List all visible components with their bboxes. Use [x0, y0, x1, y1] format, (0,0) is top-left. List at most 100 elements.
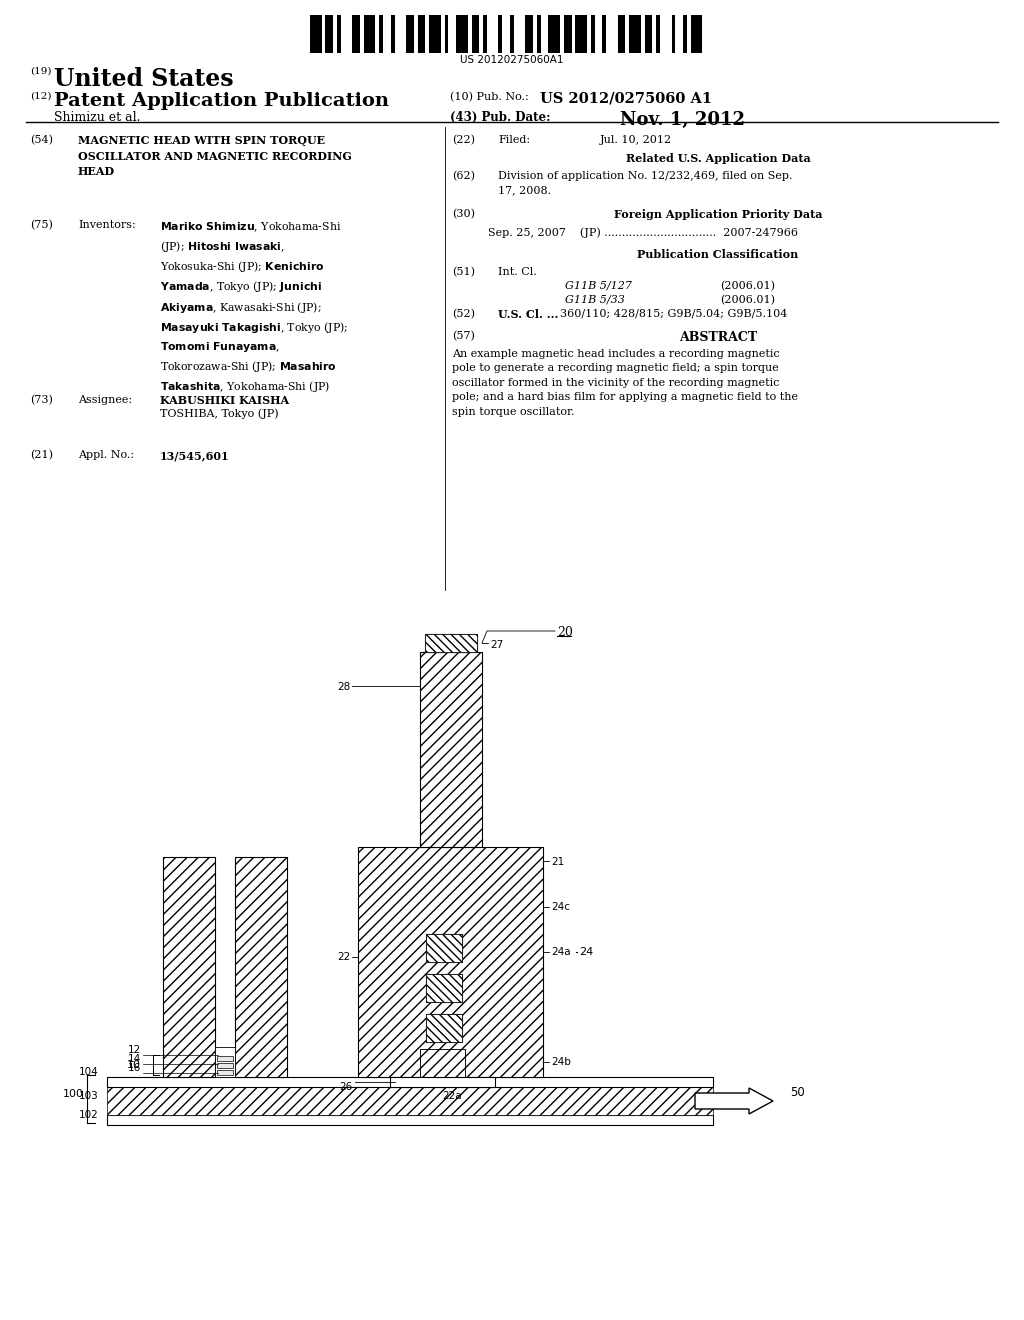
Bar: [310, 15, 322, 53]
Bar: [645, 15, 652, 53]
Bar: [425, 634, 477, 652]
Text: Shimizu et al.: Shimizu et al.: [54, 111, 140, 124]
Bar: [429, 15, 440, 53]
Text: (73): (73): [30, 395, 53, 405]
Bar: [217, 1063, 233, 1068]
Bar: [234, 857, 287, 1077]
Bar: [420, 652, 482, 847]
Text: 24b: 24b: [551, 1057, 570, 1067]
Text: 103: 103: [79, 1092, 99, 1101]
Bar: [525, 15, 534, 53]
Bar: [629, 15, 641, 53]
Text: 360/110; 428/815; G9B/5.04; G9B/5.104: 360/110; 428/815; G9B/5.04; G9B/5.104: [560, 309, 787, 319]
Text: (2006.01): (2006.01): [720, 281, 775, 292]
Text: 26: 26: [340, 1082, 353, 1092]
Text: 22: 22: [337, 952, 350, 962]
Text: G11B 5/33: G11B 5/33: [565, 294, 625, 305]
Text: KABUSHIKI KAISHA: KABUSHIKI KAISHA: [160, 395, 289, 407]
Bar: [217, 1056, 233, 1061]
Text: 24c: 24c: [551, 902, 570, 912]
Bar: [691, 15, 702, 53]
Bar: [456, 15, 468, 53]
Bar: [471, 15, 479, 53]
Text: 50: 50: [790, 1086, 805, 1100]
Bar: [358, 847, 543, 1077]
Text: 27: 27: [490, 640, 503, 649]
Text: (43) Pub. Date:: (43) Pub. Date:: [450, 111, 551, 124]
Bar: [391, 15, 394, 53]
Text: (2006.01): (2006.01): [720, 294, 775, 305]
Text: Publication Classification: Publication Classification: [637, 249, 799, 260]
Text: (54): (54): [30, 135, 53, 145]
Text: Inventors:: Inventors:: [78, 220, 136, 230]
Text: Sep. 25, 2007    (JP) ................................  2007-247966: Sep. 25, 2007 (JP) .....................…: [488, 227, 798, 238]
Bar: [426, 1014, 462, 1041]
Text: Filed:: Filed:: [498, 135, 530, 145]
Bar: [420, 1049, 465, 1077]
Text: (21): (21): [30, 450, 53, 461]
Text: 24a: 24a: [551, 946, 570, 957]
Text: 100: 100: [63, 1089, 84, 1100]
Text: US 2012/0275060 A1: US 2012/0275060 A1: [540, 92, 712, 106]
Text: 21: 21: [551, 857, 564, 867]
Text: 13/545,601: 13/545,601: [160, 450, 229, 461]
Bar: [444, 15, 449, 53]
Bar: [483, 15, 487, 53]
Text: Appl. No.:: Appl. No.:: [78, 450, 134, 459]
Bar: [575, 15, 587, 53]
Text: 22a: 22a: [442, 1092, 462, 1101]
Text: (51): (51): [452, 267, 475, 277]
Text: (57): (57): [452, 331, 475, 342]
Bar: [326, 15, 333, 53]
Bar: [352, 15, 360, 53]
Bar: [390, 1077, 495, 1086]
Bar: [426, 974, 462, 1002]
Bar: [106, 1077, 713, 1086]
Text: Nov. 1, 2012: Nov. 1, 2012: [620, 111, 745, 129]
Bar: [564, 15, 571, 53]
Text: MAGNETIC HEAD WITH SPIN TORQUE
OSCILLATOR AND MAGNETIC RECORDING
HEAD: MAGNETIC HEAD WITH SPIN TORQUE OSCILLATO…: [78, 135, 352, 177]
Text: (52): (52): [452, 309, 475, 319]
Text: (62): (62): [452, 172, 475, 181]
Text: Assignee:: Assignee:: [78, 395, 132, 405]
Bar: [379, 15, 383, 53]
Text: Int. Cl.: Int. Cl.: [498, 267, 537, 277]
Text: 104: 104: [79, 1067, 99, 1077]
Text: (12): (12): [30, 92, 51, 102]
FancyArrow shape: [695, 1088, 773, 1114]
Text: 28: 28: [337, 682, 350, 692]
Text: 24: 24: [579, 946, 593, 957]
Text: 20: 20: [557, 626, 572, 639]
Bar: [426, 974, 462, 1002]
Text: (22): (22): [452, 135, 475, 145]
Text: Foreign Application Priority Data: Foreign Application Priority Data: [613, 209, 822, 220]
Text: U.S. Cl. ...: U.S. Cl. ...: [498, 309, 558, 319]
Text: ABSTRACT: ABSTRACT: [679, 331, 757, 345]
Bar: [337, 15, 341, 53]
Text: Jul. 10, 2012: Jul. 10, 2012: [600, 135, 672, 145]
Text: Related U.S. Application Data: Related U.S. Application Data: [626, 153, 810, 164]
Bar: [425, 634, 477, 652]
Text: (75): (75): [30, 220, 53, 230]
Bar: [683, 15, 687, 53]
Bar: [672, 15, 676, 53]
Text: 10: 10: [127, 1060, 141, 1071]
Bar: [215, 1047, 234, 1077]
Bar: [617, 15, 626, 53]
Bar: [602, 15, 606, 53]
Text: $\bf{Mariko\ Shimizu}$, Yokohama-Shi
(JP); $\bf{Hitoshi\ Iwasaki}$,
Yokosuka-Shi: $\bf{Mariko\ Shimizu}$, Yokohama-Shi (JP…: [160, 220, 348, 395]
Bar: [549, 15, 560, 53]
Bar: [163, 857, 215, 1077]
Text: An example magnetic head includes a recording magnetic
pole to generate a record: An example magnetic head includes a reco…: [452, 348, 798, 417]
Text: US 20120275060A1: US 20120275060A1: [460, 55, 564, 65]
Bar: [407, 15, 414, 53]
Text: Patent Application Publication: Patent Application Publication: [54, 92, 389, 110]
Bar: [418, 15, 425, 53]
Bar: [537, 15, 541, 53]
Text: (30): (30): [452, 209, 475, 219]
Text: (10) Pub. No.:: (10) Pub. No.:: [450, 92, 528, 103]
Text: United States: United States: [54, 67, 233, 91]
Bar: [510, 15, 514, 53]
Text: G11B 5/127: G11B 5/127: [565, 281, 632, 290]
Bar: [106, 1115, 713, 1125]
